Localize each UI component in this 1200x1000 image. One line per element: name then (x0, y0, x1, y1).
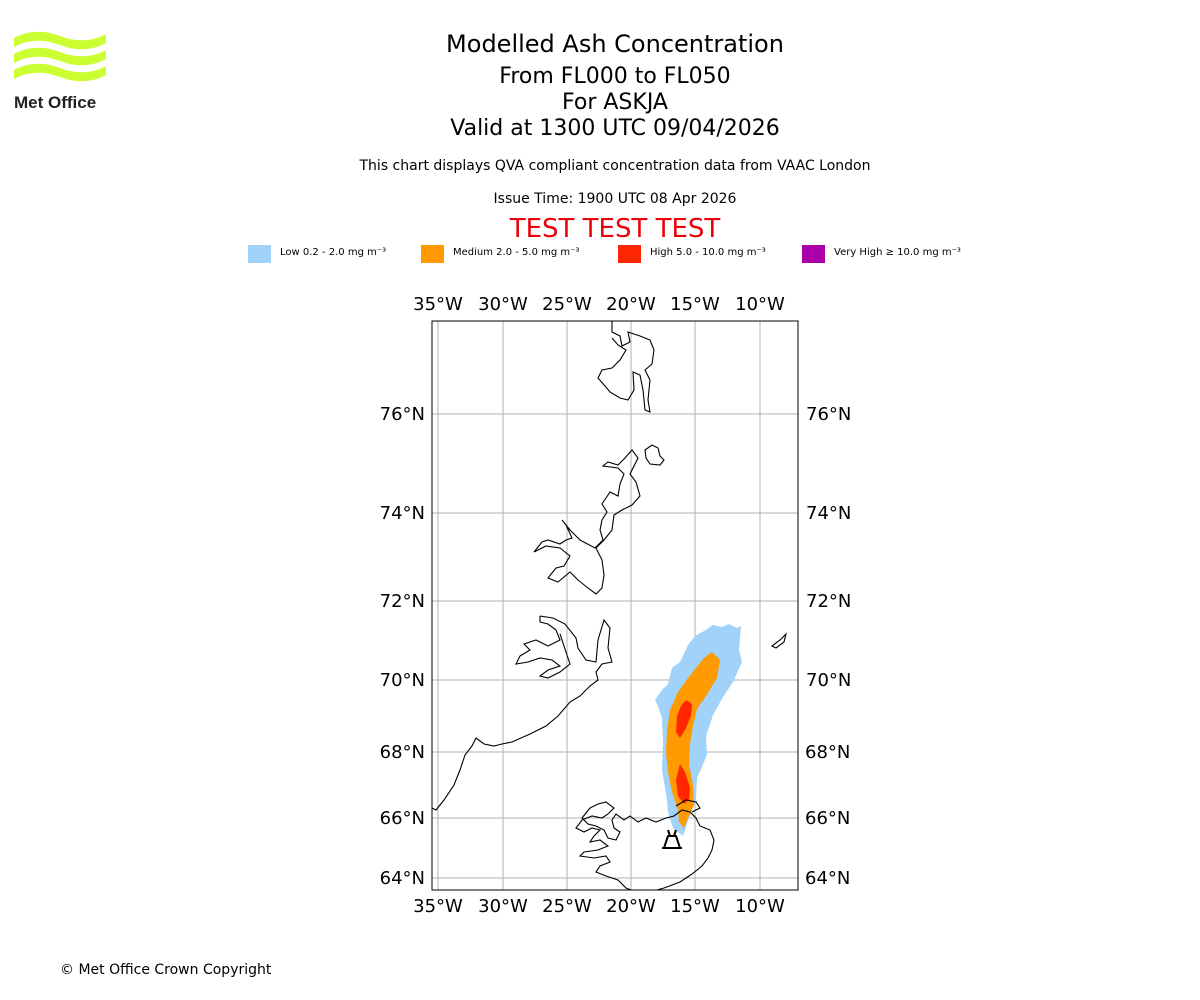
coastline-jan-mayen (770, 632, 788, 649)
issue-time: Issue Time: 1900 UTC 08 Apr 2026 (493, 191, 737, 207)
lat-label-left-68n: 68°N (380, 742, 425, 763)
legend-swatch-very-high (802, 245, 825, 263)
lon-label-top-30w: 30°W (478, 294, 528, 315)
valid-time: Valid at 1300 UTC 09/04/2026 (450, 116, 780, 141)
copyright-notice: © Met Office Crown Copyright (60, 962, 272, 978)
lat-label-left-74n: 74°N (380, 503, 425, 524)
lon-label-top-20w: 20°W (606, 294, 656, 315)
map-frame (431, 320, 799, 891)
flight-level-range: From FL000 to FL050 (499, 64, 731, 89)
ash-plume (655, 624, 742, 836)
compliance-note: This chart displays QVA compliant concen… (359, 158, 871, 174)
lon-label-bottom-35w: 35°W (413, 896, 463, 917)
lon-label-bottom-15w: 15°W (670, 896, 720, 917)
legend-swatch-medium (421, 245, 444, 263)
lon-label-bottom-30w: 30°W (478, 896, 528, 917)
lat-label-right-72n: 72°N (806, 591, 851, 612)
lon-label-top-25w: 25°W (542, 294, 592, 315)
lon-label-top-15w: 15°W (670, 294, 720, 315)
lat-label-right-70n: 70°N (806, 670, 851, 691)
lat-label-right-68n: 68°N (805, 742, 850, 763)
legend-swatch-high (618, 245, 641, 263)
lat-label-right-74n: 74°N (806, 503, 851, 524)
lon-label-bottom-20w: 20°W (606, 896, 656, 917)
coastline-iceland (575, 799, 715, 890)
met-office-logo: Met Office (14, 30, 106, 112)
coastline-greenland-mid (533, 449, 641, 595)
coastline-fjord-arms (515, 616, 571, 679)
legend-label-medium: Medium 2.0 - 5.0 mg m⁻³ (453, 247, 580, 258)
coastline-greenland-east (597, 321, 655, 413)
chart-title: Modelled Ash Concentration (446, 30, 784, 58)
graticule (432, 321, 798, 890)
test-banner: TEST TEST TEST (509, 214, 721, 244)
legend-label-low: Low 0.2 - 2.0 mg m⁻³ (280, 247, 387, 258)
lat-label-left-64n: 64°N (380, 868, 425, 889)
volcano-icon (662, 829, 682, 849)
lat-label-left-66n: 66°N (380, 808, 425, 829)
coastline-greenland-scoresby (432, 615, 613, 811)
lat-label-right-66n: 66°N (805, 808, 850, 829)
coastline-small-island (644, 444, 665, 466)
legend-label-very-high: Very High ≥ 10.0 mg m⁻³ (834, 247, 961, 258)
lon-label-bottom-10w: 10°W (735, 896, 785, 917)
legend-label-high: High 5.0 - 10.0 mg m⁻³ (650, 247, 766, 258)
svg-text:Met Office: Met Office (14, 93, 96, 112)
lat-label-left-70n: 70°N (380, 670, 425, 691)
lon-label-top-10w: 10°W (735, 294, 785, 315)
ash-high-north (676, 700, 692, 738)
volcano-name: For ASKJA (562, 90, 668, 115)
lat-label-right-64n: 64°N (805, 868, 850, 889)
coastlines (432, 321, 788, 890)
lon-label-top-35w: 35°W (413, 294, 463, 315)
ash-high-south (676, 764, 690, 804)
lat-label-left-72n: 72°N (380, 591, 425, 612)
legend-swatch-low (248, 245, 271, 263)
lat-label-left-76n: 76°N (380, 404, 425, 425)
lon-label-bottom-25w: 25°W (542, 896, 592, 917)
lat-label-right-76n: 76°N (806, 404, 851, 425)
